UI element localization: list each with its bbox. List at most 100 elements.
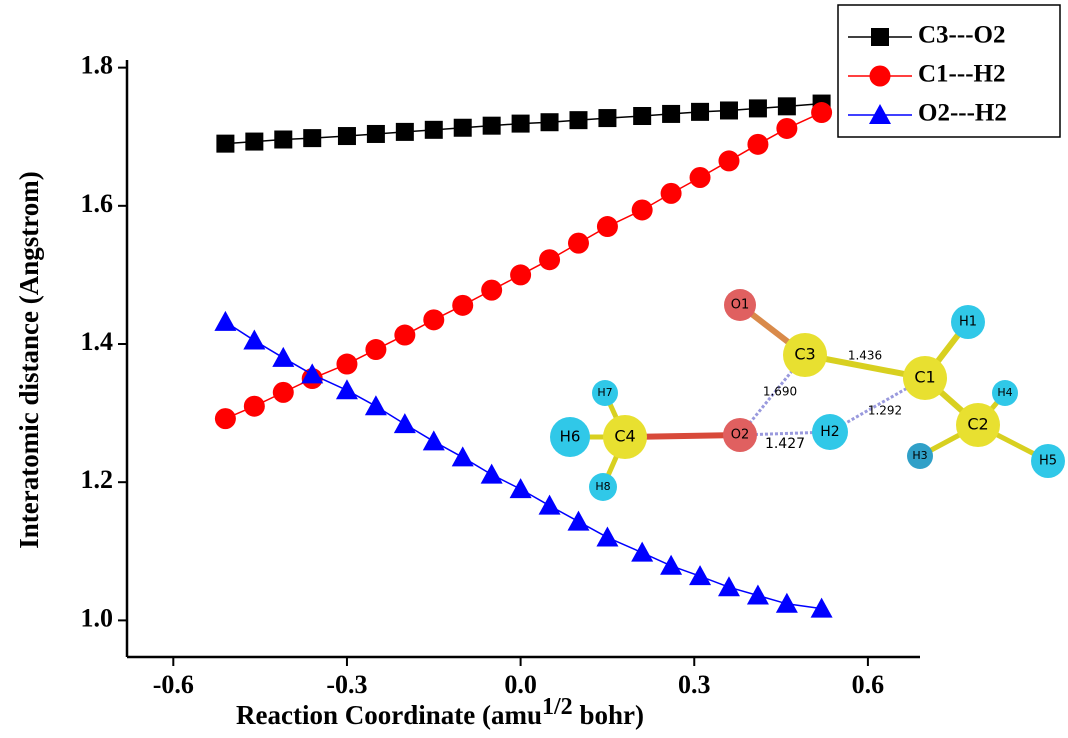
marker (596, 526, 618, 546)
marker (776, 593, 798, 613)
marker (244, 396, 265, 417)
marker (510, 264, 531, 285)
y-tick-label: 1.2 (81, 465, 114, 494)
atom-label: H8 (595, 480, 610, 493)
marker (216, 135, 234, 153)
marker (483, 117, 501, 135)
legend-marker (870, 66, 891, 87)
atom-label: H1 (959, 315, 977, 330)
x-label-end: bohr) (573, 700, 644, 730)
marker (367, 125, 385, 143)
marker (778, 97, 796, 115)
legend-marker (871, 28, 889, 46)
atom-label: H3 (912, 449, 927, 462)
marker (215, 408, 236, 429)
marker (631, 542, 653, 562)
marker (423, 309, 444, 330)
y-tick-label: 1.0 (81, 603, 114, 632)
marker (338, 127, 356, 145)
marker (776, 118, 797, 139)
atom-label: O1 (731, 298, 750, 313)
atom-label: H7 (597, 386, 612, 399)
marker (718, 576, 740, 596)
marker (539, 495, 561, 515)
marker (690, 167, 711, 188)
atom-label: C1 (914, 368, 935, 387)
atom-label: C4 (614, 427, 635, 446)
marker (365, 339, 386, 360)
marker (243, 330, 265, 350)
bond-label: 1.690 (763, 385, 797, 399)
marker (689, 565, 711, 585)
atom-label: C2 (967, 415, 988, 434)
y-axis-label: Interatomic distance (Angstrom) (14, 171, 44, 548)
x-axis-label: Reaction Coordinate (amu1/2 bohr) (236, 694, 644, 731)
marker (214, 311, 236, 331)
x-tick-label: 0.0 (504, 670, 537, 699)
marker (811, 102, 832, 123)
atom-label: H2 (820, 424, 839, 440)
marker (481, 280, 502, 301)
marker (567, 511, 589, 531)
marker (273, 382, 294, 403)
marker (365, 395, 387, 415)
marker (394, 325, 415, 346)
molecule-inset: O1 C3 C1 H1 H4 C2 H3 H5 H7 H6 C4 H8 O2 H… (550, 289, 1065, 501)
bond-label: 1.427 (765, 436, 805, 452)
marker (598, 109, 616, 127)
marker (272, 347, 294, 367)
atom-label: H4 (997, 386, 1012, 399)
marker (691, 103, 709, 121)
marker (512, 115, 530, 133)
atom-label: H5 (1039, 454, 1057, 469)
chart: O1 C3 C1 H1 H4 C2 H3 H5 H7 H6 C4 H8 O2 H… (0, 0, 1068, 738)
marker (747, 585, 769, 605)
x-tick-label: 0.3 (678, 670, 711, 699)
marker (720, 101, 738, 119)
marker (396, 123, 414, 141)
y-tick-label: 1.6 (81, 189, 114, 218)
atom-label: C3 (794, 345, 815, 364)
marker (423, 430, 445, 450)
x-tick-label: -0.6 (153, 670, 194, 699)
legend-label: O2---H2 (918, 100, 1007, 127)
marker (394, 413, 416, 433)
series-line (225, 322, 821, 609)
marker (632, 199, 653, 220)
marker (633, 107, 651, 125)
atom-label: H6 (560, 428, 581, 446)
marker (336, 354, 357, 375)
marker (245, 133, 263, 151)
marker (303, 129, 321, 147)
marker (274, 130, 292, 148)
marker (454, 119, 472, 137)
legend-label: C3---O2 (918, 22, 1005, 49)
x-tick-label: -0.3 (326, 670, 367, 699)
marker (452, 446, 474, 466)
marker (425, 121, 443, 139)
marker (569, 111, 587, 129)
marker (747, 134, 768, 155)
y-tick-label: 1.8 (81, 51, 114, 80)
x-label-sup: 1/2 (542, 694, 573, 720)
marker (568, 233, 589, 254)
x-tick-label: 0.6 (852, 670, 885, 699)
legend-label: C1---H2 (918, 61, 1005, 88)
bond-label: 1.292 (868, 404, 902, 418)
marker (662, 105, 680, 123)
marker (481, 464, 503, 484)
x-label-main: Reaction Coordinate (amu (236, 700, 542, 730)
atom-label: O2 (731, 428, 750, 443)
marker (510, 478, 532, 498)
marker (541, 113, 559, 131)
marker (597, 216, 618, 237)
marker (718, 150, 739, 171)
marker (539, 249, 560, 270)
bond-label: 1.436 (848, 349, 882, 363)
marker (749, 99, 767, 117)
marker (660, 555, 682, 575)
marker (452, 295, 473, 316)
marker (661, 183, 682, 204)
marker (336, 379, 358, 399)
y-tick-label: 1.4 (81, 327, 114, 356)
